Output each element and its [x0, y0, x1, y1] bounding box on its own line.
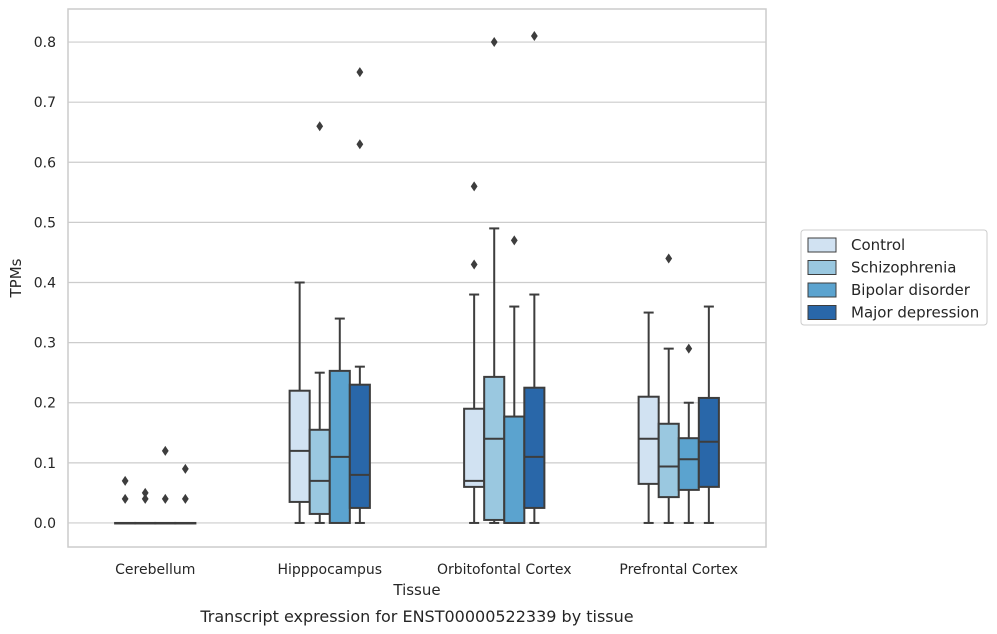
legend-swatch [807, 282, 837, 298]
box-1-0 [134, 487, 157, 525]
y-tick-labels: 0.0 0.1 0.2 0.3 0.4 0.5 0.6 0.7 0.8 [34, 35, 56, 532]
y-tick-label: 0.3 [34, 336, 56, 352]
box-1-2 [483, 37, 506, 524]
x-tick-label: Orbitofontal Cortex [437, 562, 572, 578]
legend-label: Schizophrenia [851, 259, 956, 277]
x-axis-title: Tissue [392, 581, 440, 599]
x-tick-label: Cerebellum [115, 562, 195, 578]
x-tick-labels: Cerebellum Hipppocampus Orbitofontal Corte… [115, 562, 738, 578]
box-iqr [503, 415, 526, 524]
box-3-2 [523, 31, 546, 524]
y-tick-label: 0.4 [34, 276, 56, 292]
box-0-1 [288, 281, 311, 524]
outlier-point [181, 493, 189, 504]
outlier-point [490, 37, 498, 48]
box-3-1 [348, 67, 371, 524]
box-2-1 [328, 317, 351, 524]
box-iqr [657, 422, 680, 499]
box-iqr [637, 395, 660, 485]
outlier-point [161, 493, 169, 504]
legend: Control Schizophrenia Bipolar disorder Majo… [800, 229, 988, 326]
legend-frame [800, 229, 988, 326]
x-tick-label: Prefrontal Cortex [619, 562, 738, 578]
box-2-0 [154, 445, 177, 525]
box-iqr [348, 383, 371, 509]
box-iqr [308, 428, 331, 515]
legend-swatch [807, 305, 837, 320]
box-plot-marks [114, 31, 720, 525]
outlier-point [470, 181, 478, 192]
y-tick-label: 0.0 [34, 516, 56, 532]
outlier-point [530, 31, 538, 42]
box-iqr [463, 407, 486, 488]
box-3-3 [697, 305, 720, 524]
box-3-0 [174, 463, 197, 525]
y-tick-label: 0.2 [34, 396, 56, 412]
outlier-point [316, 121, 324, 132]
box-1-1 [308, 121, 331, 524]
outlier-point [685, 343, 693, 354]
outlier-point [181, 463, 189, 474]
box-iqr [328, 369, 351, 524]
y-tick-label: 0.6 [34, 155, 56, 171]
outlier-point [356, 67, 364, 78]
box-0-3 [637, 311, 660, 524]
y-tick-label: 0.1 [34, 456, 56, 472]
legend-swatch [807, 237, 837, 253]
box-0-2 [463, 181, 486, 524]
box-iqr [523, 386, 546, 509]
outlier-point [121, 475, 129, 486]
box-0-0 [114, 475, 137, 525]
box-iqr [677, 437, 700, 491]
outlier-point [665, 253, 673, 264]
outlier-point [161, 445, 169, 456]
box-iqr [288, 389, 311, 503]
outlier-point [141, 493, 149, 504]
y-tick-label: 0.7 [34, 95, 56, 111]
outlier-point [470, 259, 478, 270]
outlier-point [121, 493, 129, 504]
box-1-3 [657, 253, 680, 524]
x-tick-label: Hipppocampus [277, 562, 382, 578]
box-2-2 [503, 235, 526, 524]
y-axis-title: TPMs [7, 258, 25, 298]
outlier-point [510, 235, 518, 246]
box-2-3 [677, 343, 700, 524]
outlier-point [356, 139, 364, 150]
y-tick-label: 0.8 [34, 35, 56, 51]
figure-caption: Transcript expression for ENST0000052233… [199, 607, 633, 626]
legend-label: Bipolar disorder [851, 281, 971, 299]
legend-label: Major depression [851, 304, 979, 322]
y-tick-label: 0.5 [34, 215, 56, 231]
box-iqr [483, 375, 506, 521]
plot-frame [67, 8, 767, 548]
legend-label: Control [851, 236, 905, 254]
legend-swatch [807, 260, 837, 275]
gridlines [68, 41, 766, 524]
outlier-point [141, 487, 149, 498]
